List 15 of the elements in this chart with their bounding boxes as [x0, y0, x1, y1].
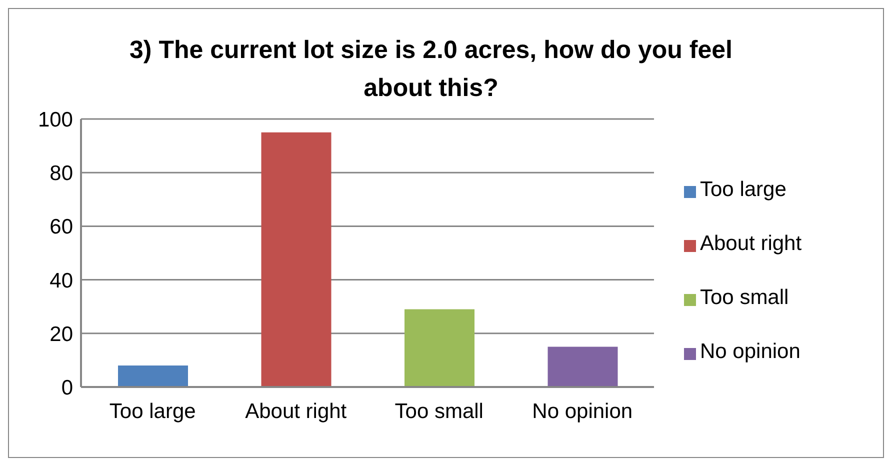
y-tick-label: 80	[50, 162, 73, 186]
y-tick-label: 40	[50, 269, 73, 292]
chart-title: 3) The current lot size is 2.0 acres, how do you feel about this?	[128, 35, 734, 104]
y-tick-label: 20	[50, 322, 73, 346]
y-tick-label: 100	[38, 108, 73, 132]
legend-label: Too small	[700, 286, 789, 309]
x-tick-label: No opinion	[532, 400, 633, 423]
x-tick-label: About right	[245, 400, 347, 423]
x-tick-label: Too small	[394, 400, 484, 423]
x-tick-label: Too large	[109, 400, 196, 423]
legend-label: No opinion	[700, 340, 800, 363]
legend-label: Too large	[700, 178, 786, 201]
legend-label: About right	[700, 232, 802, 255]
y-tick-label: 60	[50, 216, 73, 239]
y-tick-label: 0	[61, 376, 73, 400]
